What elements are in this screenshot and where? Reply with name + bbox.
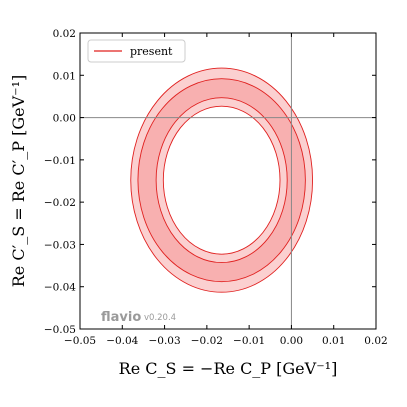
y-axis-title: Re C′_S = Re C′_P [GeV⁻¹] [9,75,28,288]
legend-label-present: present [130,45,173,58]
y-tick-label: −0.05 [44,324,76,336]
y-tick-label: 0.01 [53,70,76,82]
region-fill-2sigma [130,68,313,293]
y-tick-label: −0.02 [44,197,76,209]
x-tick-label: 0.02 [364,335,387,347]
reference-lines [80,33,376,329]
confidence-regions [130,67,314,293]
y-tick-label: −0.04 [44,282,76,294]
x-axis-title: Re C_S = −Re C_P [GeV⁻¹] [119,359,338,378]
x-tick-label: 0.00 [280,335,303,347]
y-tick-label: −0.01 [44,155,76,167]
x-tick-label: −0.03 [148,335,180,347]
legend: present [87,39,186,63]
contour-2sigma-outer [130,67,314,293]
legend-box [87,39,186,63]
x-tick-label: −0.04 [106,335,138,347]
contour-1sigma-inner [155,97,288,264]
plot-frame [79,32,377,330]
y-tick-label: 0.02 [53,28,76,40]
y-tick-label: 0.00 [53,113,76,125]
x-tick-label: −0.01 [233,335,265,347]
watermark: flavio v0.20.4 [101,310,176,325]
x-tick-label: −0.05 [64,335,96,347]
contour-2sigma-inner [162,105,281,255]
y-tick-label: −0.03 [44,239,76,251]
watermark-version: v0.20.4 [144,313,176,323]
axis-ticks: −0.05 −0.04 −0.03 −0.02 −0.01 0.00 0.01 0.02 −0.… [44,28,388,347]
watermark-brand: flavio [101,310,141,325]
x-tick-label: 0.01 [322,335,345,347]
x-tick-label: −0.02 [191,335,223,347]
contour-1sigma-outer [137,78,306,283]
